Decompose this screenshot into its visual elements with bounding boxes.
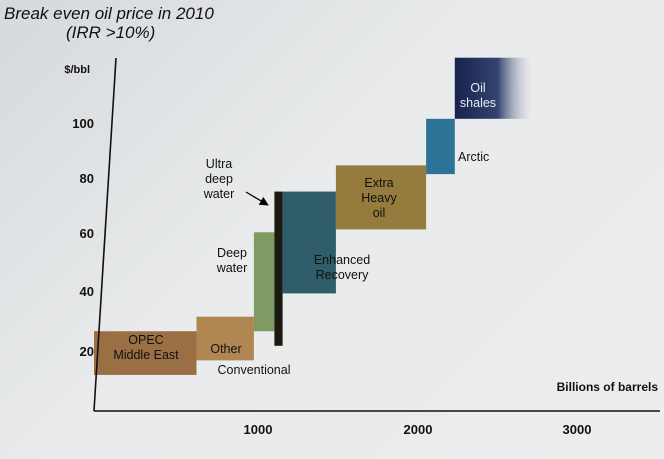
chart-subtitle: (IRR >10%) [66, 23, 156, 42]
segment-other-label-2: Conventional [218, 363, 291, 377]
segment-deep-bar [253, 232, 275, 332]
x-tick-label-3000: 3000 [563, 422, 592, 437]
y-tick-label-80: 80 [80, 171, 94, 186]
segment-ultra-label: Ultra deep water [203, 157, 235, 201]
segment-oil-label: Oil shales [460, 81, 496, 110]
y-tick-label-60: 60 [80, 226, 94, 241]
segment-oil-bar [454, 57, 533, 119]
segment-enhanced-bar [282, 191, 336, 294]
y-axis-line [93, 57, 117, 412]
x-axis-label: Billions of barrels [557, 380, 659, 394]
ultra-deep-water-arrow [245, 191, 269, 206]
y-axis-label: $/bbl [64, 64, 90, 76]
y-tick-label-20: 20 [80, 344, 94, 359]
segment-extra-bar [335, 165, 427, 230]
segment-enhanced-label: Enhanced Recovery [314, 253, 370, 282]
segment-arctic-bar [426, 118, 455, 175]
x-tick-label-2000: 2000 [404, 422, 433, 437]
segment-opec-label: OPEC Middle East [113, 333, 179, 362]
y-tick-label-100: 100 [72, 116, 94, 131]
segment-other-bar [196, 316, 254, 361]
segment-deep-label: Deep water [216, 246, 248, 275]
x-tick-label-1000: 1000 [244, 422, 273, 437]
segment-ultra-bar [274, 191, 283, 346]
chart-title-block: Break even oil price in 2010 (IRR >10%) [4, 4, 214, 42]
segment-opec-bar [94, 331, 197, 375]
chart-title: Break even oil price in 2010 [4, 4, 214, 23]
segment-arctic-label: Arctic [458, 150, 489, 164]
y-tick-label-40: 40 [80, 284, 94, 299]
segment-extra-label: Extra Heavy oil [361, 176, 397, 220]
segment-other-label: Other [210, 342, 241, 356]
